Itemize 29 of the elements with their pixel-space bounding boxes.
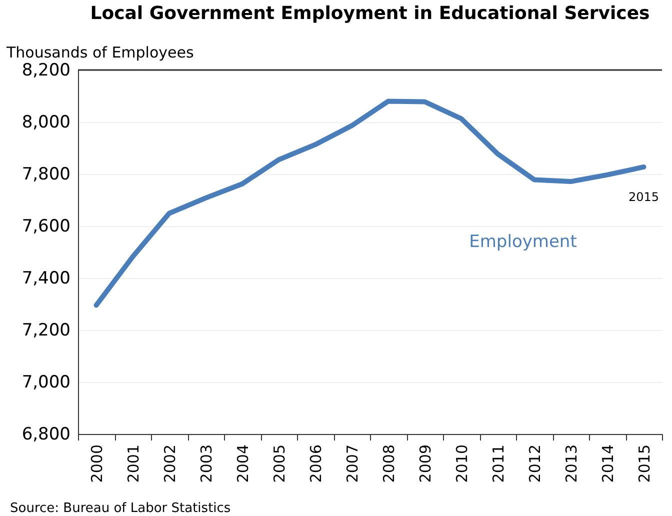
x-tick-label: 2000 [88, 444, 106, 483]
y-tick-label: 8,000 [22, 112, 70, 132]
y-tick-label: 7,000 [22, 372, 70, 392]
annotation: 2015 [628, 190, 660, 204]
y-tick-label: 6,800 [22, 424, 70, 444]
x-tick-label: 2010 [452, 444, 471, 483]
x-tick-label: 2009 [416, 444, 434, 483]
x-tick-label: 2002 [160, 444, 179, 483]
x-tick-label: 2015 [635, 444, 654, 483]
x-tick-label: 2013 [562, 444, 580, 483]
text: Employment [469, 232, 578, 252]
chart-title: Local Government Employment in Educational Services [90, 3, 650, 24]
y-axis-title: Thousands of Employees [6, 44, 194, 62]
y-tick-label: 7,200 [22, 320, 70, 340]
x-tick-label: 2012 [526, 444, 544, 483]
x-tick-label: 2014 [598, 444, 617, 483]
x-tick-label: 2001 [124, 444, 142, 483]
x-tick-label: 2003 [197, 444, 216, 483]
x-tick-label: 2004 [234, 444, 252, 483]
y-tick-label: 7,600 [22, 216, 70, 236]
x-tick-label: 2005 [270, 444, 288, 483]
y-tick-label: 8,200 [22, 60, 70, 80]
y-tick-label: 7,400 [22, 268, 70, 288]
source-note: Source: Bureau of Labor Statistics [10, 501, 231, 516]
y-tick-label: 7,800 [22, 164, 70, 184]
x-tick-label: 2011 [489, 444, 508, 483]
x-tick-label: 2008 [380, 444, 398, 483]
x-tick-label: 2007 [343, 444, 362, 483]
x-tick-label: 2006 [306, 444, 325, 483]
